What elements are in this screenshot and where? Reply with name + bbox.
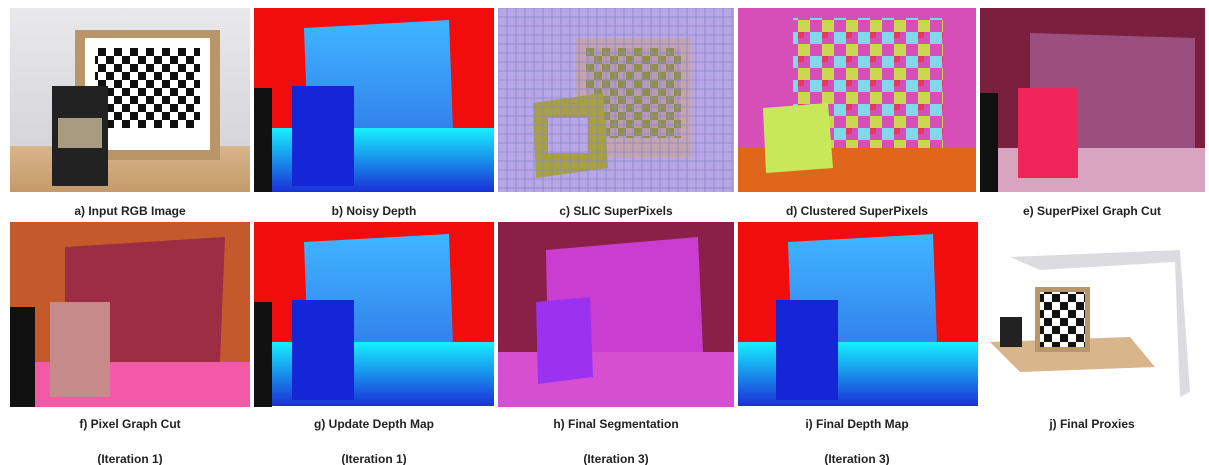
caption: e) SuperPixel Graph Cut bbox=[1023, 204, 1161, 218]
panel-g-image bbox=[254, 222, 494, 407]
panel-j-image bbox=[980, 222, 1205, 407]
panel-e-image bbox=[980, 8, 1205, 192]
panel-c-image bbox=[498, 8, 734, 192]
subcaption: (Iteration 3) bbox=[583, 452, 648, 465]
panel-h-image bbox=[498, 222, 734, 407]
caption: h) Final Segmentation bbox=[553, 417, 678, 431]
caption: a) Input RGB Image bbox=[74, 204, 186, 218]
caption: c) SLIC SuperPixels bbox=[559, 204, 673, 218]
panel-b-image bbox=[254, 8, 494, 192]
subcaption: (Iteration 1) bbox=[97, 452, 162, 465]
panel-d-image bbox=[738, 8, 976, 192]
caption: i) Final Depth Map bbox=[805, 417, 908, 431]
caption: j) Final Proxies bbox=[1048, 417, 1135, 431]
panel-a-image bbox=[10, 8, 250, 192]
panel-f-image bbox=[10, 222, 250, 407]
caption: b) Noisy Depth bbox=[332, 204, 417, 218]
caption: d) Clustered SuperPixels bbox=[786, 204, 928, 218]
caption: f) Pixel Graph Cut bbox=[79, 417, 180, 431]
caption: g) Update Depth Map bbox=[314, 417, 434, 431]
subcaption: (Iteration 3) bbox=[824, 452, 889, 465]
panel-i-image bbox=[738, 222, 978, 406]
subcaption: (Iteration 1) bbox=[341, 452, 406, 465]
